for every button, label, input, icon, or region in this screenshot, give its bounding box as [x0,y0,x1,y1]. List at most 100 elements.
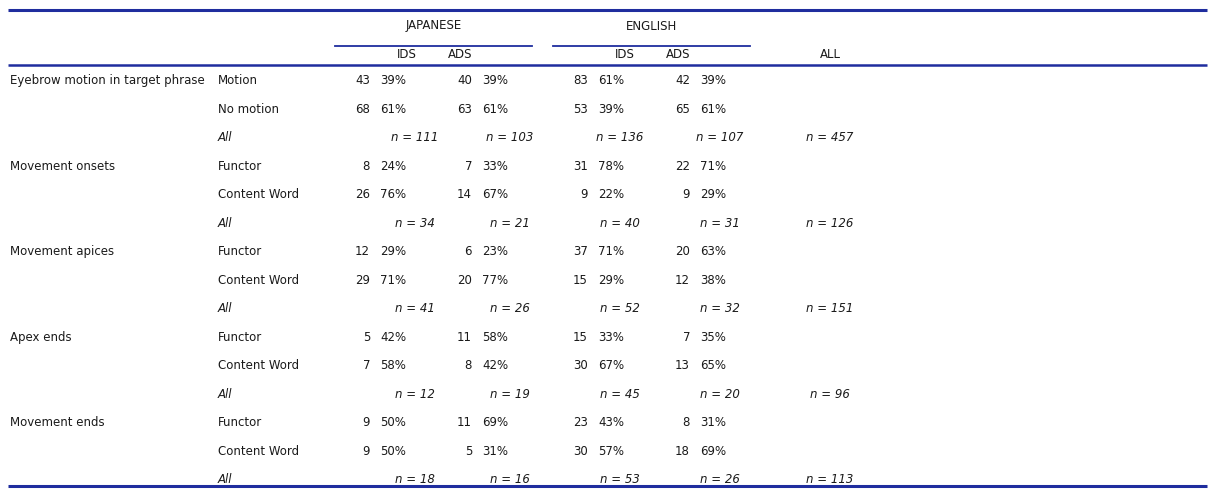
Text: 29%: 29% [598,274,625,287]
Text: 7: 7 [683,330,690,344]
Text: 5: 5 [362,330,371,344]
Text: 29%: 29% [700,188,727,201]
Text: 30: 30 [573,445,588,457]
Text: 42: 42 [676,74,690,87]
Text: n = 136: n = 136 [597,131,644,144]
Text: ADS: ADS [448,47,473,60]
Text: All: All [217,388,232,401]
Text: Apex ends: Apex ends [10,330,72,344]
Text: 58%: 58% [482,330,508,344]
Text: 39%: 39% [598,103,625,116]
Text: 37: 37 [573,245,588,258]
Text: Movement ends: Movement ends [10,416,104,429]
Text: Content Word: Content Word [217,445,299,457]
Text: 71%: 71% [380,274,406,287]
Text: 53: 53 [573,103,588,116]
Text: 39%: 39% [380,74,406,87]
Text: All: All [217,473,232,486]
Text: n = 34: n = 34 [395,217,435,230]
Text: 22: 22 [676,160,690,173]
Text: 42%: 42% [380,330,406,344]
Text: Eyebrow motion in target phrase: Eyebrow motion in target phrase [10,74,205,87]
Text: Functor: Functor [217,416,262,429]
Text: n = 107: n = 107 [696,131,744,144]
Text: Functor: Functor [217,245,262,258]
Text: 11: 11 [457,330,471,344]
Text: 9: 9 [362,416,371,429]
Text: 8: 8 [683,416,690,429]
Text: 15: 15 [573,330,588,344]
Text: 40: 40 [457,74,471,87]
Text: 50%: 50% [380,445,406,457]
Text: 22%: 22% [598,188,625,201]
Text: 77%: 77% [482,274,508,287]
Text: 7: 7 [464,160,471,173]
Text: All: All [217,217,232,230]
Text: 18: 18 [676,445,690,457]
Text: 68: 68 [355,103,371,116]
Text: 39%: 39% [482,74,508,87]
Text: 43%: 43% [598,416,625,429]
Text: 30: 30 [573,359,588,372]
Text: Content Word: Content Word [217,274,299,287]
Text: 31%: 31% [700,416,727,429]
Text: 29: 29 [355,274,371,287]
Text: IDS: IDS [615,47,634,60]
Text: n = 12: n = 12 [395,388,435,401]
Text: 65%: 65% [700,359,727,372]
Text: 65: 65 [676,103,690,116]
Text: 23%: 23% [482,245,508,258]
Text: 63: 63 [457,103,471,116]
Text: n = 20: n = 20 [700,388,740,401]
Text: 69%: 69% [482,416,508,429]
Text: 69%: 69% [700,445,727,457]
Text: 8: 8 [464,359,471,372]
Text: n = 457: n = 457 [807,131,854,144]
Text: n = 126: n = 126 [807,217,854,230]
Text: 8: 8 [362,160,371,173]
Text: JAPANESE: JAPANESE [406,19,462,33]
Text: 12: 12 [676,274,690,287]
Text: 9: 9 [683,188,690,201]
Text: Movement onsets: Movement onsets [10,160,115,173]
Text: 7: 7 [362,359,371,372]
Text: 9: 9 [362,445,371,457]
Text: 20: 20 [676,245,690,258]
Text: 42%: 42% [482,359,508,372]
Text: 57%: 57% [598,445,625,457]
Text: n = 26: n = 26 [700,473,740,486]
Text: IDS: IDS [396,47,417,60]
Text: 12: 12 [355,245,371,258]
Text: No motion: No motion [217,103,279,116]
Text: 31%: 31% [482,445,508,457]
Text: n = 45: n = 45 [600,388,640,401]
Text: 61%: 61% [598,74,625,87]
Text: 11: 11 [457,416,471,429]
Text: ALL: ALL [819,47,841,60]
Text: n = 26: n = 26 [490,302,530,315]
Text: Functor: Functor [217,330,262,344]
Text: n = 19: n = 19 [490,388,530,401]
Text: 9: 9 [581,188,588,201]
Text: 71%: 71% [598,245,625,258]
Text: Functor: Functor [217,160,262,173]
Text: 35%: 35% [700,330,725,344]
Text: Content Word: Content Word [217,188,299,201]
Text: n = 96: n = 96 [810,388,850,401]
Text: 29%: 29% [380,245,406,258]
Text: n = 18: n = 18 [395,473,435,486]
Text: n = 52: n = 52 [600,302,640,315]
Text: n = 111: n = 111 [391,131,439,144]
Text: 6: 6 [464,245,471,258]
Text: 71%: 71% [700,160,727,173]
Text: n = 21: n = 21 [490,217,530,230]
Text: 67%: 67% [598,359,625,372]
Text: 33%: 33% [482,160,508,173]
Text: ADS: ADS [666,47,691,60]
Text: 26: 26 [355,188,371,201]
Text: 63%: 63% [700,245,727,258]
Text: n = 151: n = 151 [807,302,854,315]
Text: 24%: 24% [380,160,406,173]
Text: All: All [217,302,232,315]
Text: 61%: 61% [482,103,508,116]
